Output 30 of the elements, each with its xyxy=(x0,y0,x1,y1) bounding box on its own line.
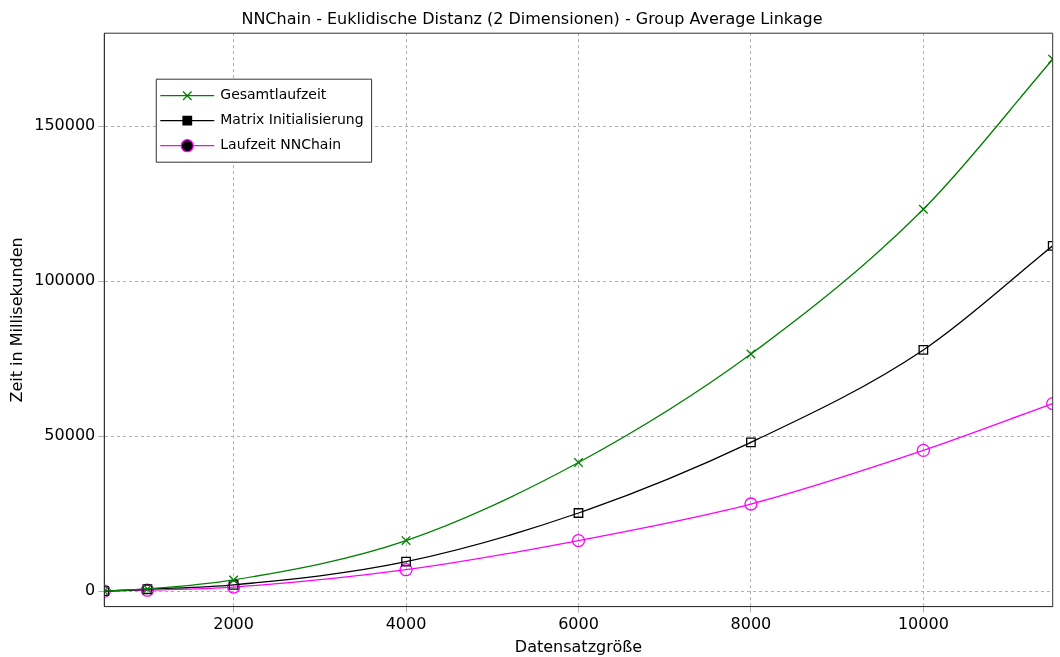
point xyxy=(746,349,756,359)
y-tick-label: 50000 xyxy=(44,425,96,445)
point xyxy=(744,497,758,511)
point xyxy=(573,457,584,468)
y-tick-label: 0 xyxy=(85,580,96,600)
point xyxy=(399,563,413,577)
point xyxy=(228,575,239,585)
x-tick-label: 2000 xyxy=(213,614,254,634)
point xyxy=(228,580,239,590)
point xyxy=(746,437,756,448)
point xyxy=(573,508,584,518)
legend-label: Laufzeit NNChain xyxy=(220,136,342,153)
point xyxy=(918,204,929,215)
y-tick-label: 150000 xyxy=(34,115,96,135)
x-tick-label: 4000 xyxy=(385,614,427,634)
chart-title: NNChain - Euklidische Distanz (2 Dimensionen) - Group Average Linkage xyxy=(241,8,823,28)
point xyxy=(401,535,411,546)
x-tick-label: 10000 xyxy=(897,614,949,634)
legend-label: Gesamtlaufzeit xyxy=(220,86,327,103)
point xyxy=(401,556,411,567)
x-tick-label: 8000 xyxy=(730,614,772,634)
y-tick-label: 100000 xyxy=(34,270,96,290)
x-axis-title: Datensatzgröße xyxy=(514,636,643,656)
point xyxy=(571,533,586,548)
point xyxy=(918,345,929,355)
point xyxy=(226,580,241,594)
legend-label: Matrix Initialisierung xyxy=(220,111,364,128)
point xyxy=(916,443,931,458)
x-tick-label: 6000 xyxy=(558,614,599,634)
y-axis-title: Zeit in Millisekunden xyxy=(6,237,26,403)
